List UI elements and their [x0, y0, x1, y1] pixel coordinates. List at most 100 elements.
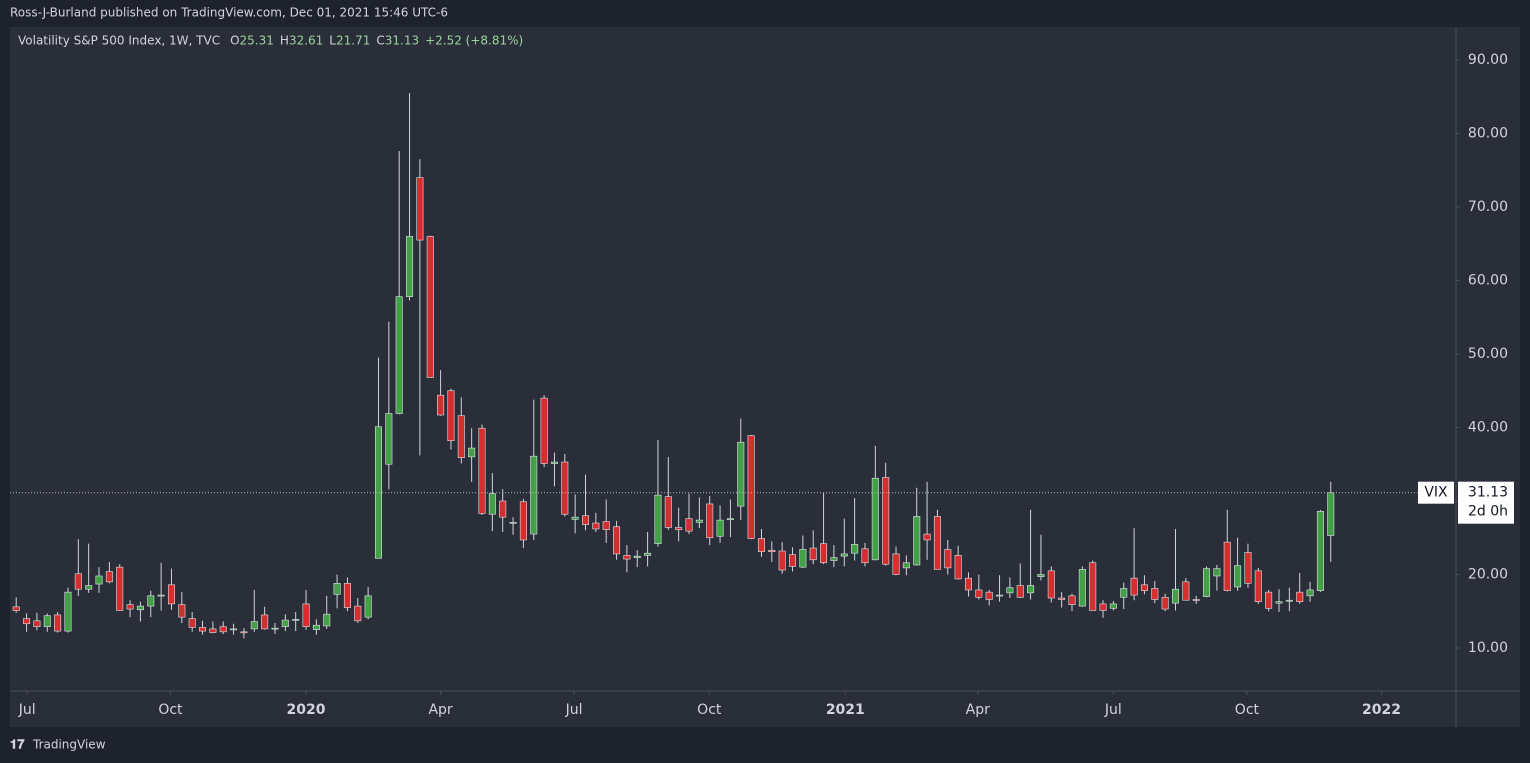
candle-body [1151, 588, 1159, 600]
y-tick-label: 90.00 [1468, 52, 1508, 68]
candle-body [685, 518, 693, 532]
candle-body [830, 557, 838, 561]
candle-body [468, 447, 476, 458]
ohlc-key: O [230, 34, 239, 48]
candle-body [312, 624, 320, 630]
candle-body [726, 518, 734, 520]
candle-body [892, 553, 900, 575]
y-tick-label: 40.00 [1468, 420, 1508, 436]
candle-body [519, 501, 527, 541]
candle-body [1244, 552, 1252, 584]
candle-body [333, 583, 341, 595]
candle-body [954, 555, 962, 580]
price-tag-value: 31.13 [1468, 485, 1508, 501]
candle-body [1027, 585, 1035, 594]
x-tick-label: Oct [158, 702, 183, 718]
x-tick-label: 2021 [826, 702, 865, 718]
candle-body [1161, 596, 1169, 610]
ohlc-key: L [329, 34, 336, 48]
candle-body [1254, 570, 1262, 602]
candle-body [985, 591, 993, 600]
candle-body [1068, 595, 1076, 605]
candle-body [613, 526, 621, 555]
candle-body [85, 585, 93, 590]
symbol-label: VIX [1424, 485, 1448, 501]
candle-body [1047, 570, 1055, 599]
candle-body [789, 554, 797, 567]
footer-logo: 𝟏𝟕 TradingView [10, 738, 106, 753]
candle-body [105, 571, 113, 583]
candle-body [1316, 510, 1324, 591]
candle-body [126, 604, 134, 610]
candle-body [437, 394, 445, 416]
candle-body [1203, 568, 1211, 597]
candle-body [250, 621, 258, 630]
ohlc-key: H [280, 34, 289, 48]
price-tag [1458, 481, 1514, 524]
candle-body [550, 461, 558, 464]
candle-body [12, 606, 20, 611]
candle-body [1327, 492, 1335, 536]
footer-brand: TradingView [32, 738, 106, 752]
candle-body [323, 613, 331, 627]
candle-body [882, 477, 890, 565]
candle-body [374, 426, 382, 559]
ohlc-key: C [376, 34, 384, 48]
candle-body [23, 618, 31, 625]
candle-body [778, 550, 786, 571]
candle-body [364, 595, 372, 618]
x-tick-label: Oct [697, 702, 722, 718]
symbol-tag [1418, 481, 1454, 504]
x-tick-label: Apr [428, 702, 452, 718]
candle-body [851, 544, 859, 554]
candle-body [281, 619, 289, 627]
candle-body [1285, 599, 1293, 602]
x-tick-label: 2020 [287, 702, 326, 718]
legend-ohlc: O 25.31 H 32.61 L 21.71 C 31.13 +2.52 (+8.81%) [230, 34, 523, 48]
x-tick-label: 2022 [1362, 702, 1401, 718]
x-tick-label: Oct [1235, 702, 1260, 718]
candle-body [416, 177, 424, 241]
ohlc-value: 32.61 [289, 34, 323, 48]
chart-pane [10, 27, 1520, 727]
candle-body [167, 584, 175, 605]
candle-body [209, 628, 217, 633]
candle-body [592, 522, 600, 530]
candle-body [1037, 574, 1045, 578]
x-tick-label: Jul [18, 702, 36, 718]
candle-body [447, 390, 455, 442]
ohlc-value: 21.71 [336, 34, 370, 48]
candle-body [871, 477, 879, 561]
candle-body [1306, 589, 1314, 597]
legend-title: Volatility S&P 500 Index, 1W, TVC [18, 34, 220, 48]
candle-body [136, 605, 144, 611]
candle-body [561, 461, 569, 515]
candle-body [64, 591, 72, 632]
price-tag-countdown: 2d 0h [1468, 504, 1508, 520]
candle-body [975, 589, 983, 598]
candle-body [33, 620, 41, 627]
candle-body [530, 455, 538, 535]
candle-body [406, 236, 414, 297]
candle-body [840, 553, 848, 557]
candle-body [923, 533, 931, 541]
candle-body [509, 522, 517, 524]
candle-body [571, 516, 579, 520]
candle-body [199, 627, 207, 632]
ohlc-value: 25.31 [240, 34, 274, 48]
candle-body [933, 516, 941, 570]
candle-body [1058, 597, 1066, 600]
candle-body [230, 628, 238, 631]
y-tick-label: 60.00 [1468, 273, 1508, 289]
candle-body [581, 515, 590, 525]
candle-body [1130, 577, 1138, 596]
candle-body [1006, 587, 1014, 594]
candle-body [623, 555, 631, 560]
candle-body [385, 413, 393, 465]
candle-body [996, 594, 1004, 597]
candle-body [95, 575, 103, 585]
y-tick-label: 50.00 [1468, 346, 1508, 362]
candle-body [116, 566, 124, 611]
candle-body [799, 549, 807, 568]
candle-body [913, 516, 921, 566]
